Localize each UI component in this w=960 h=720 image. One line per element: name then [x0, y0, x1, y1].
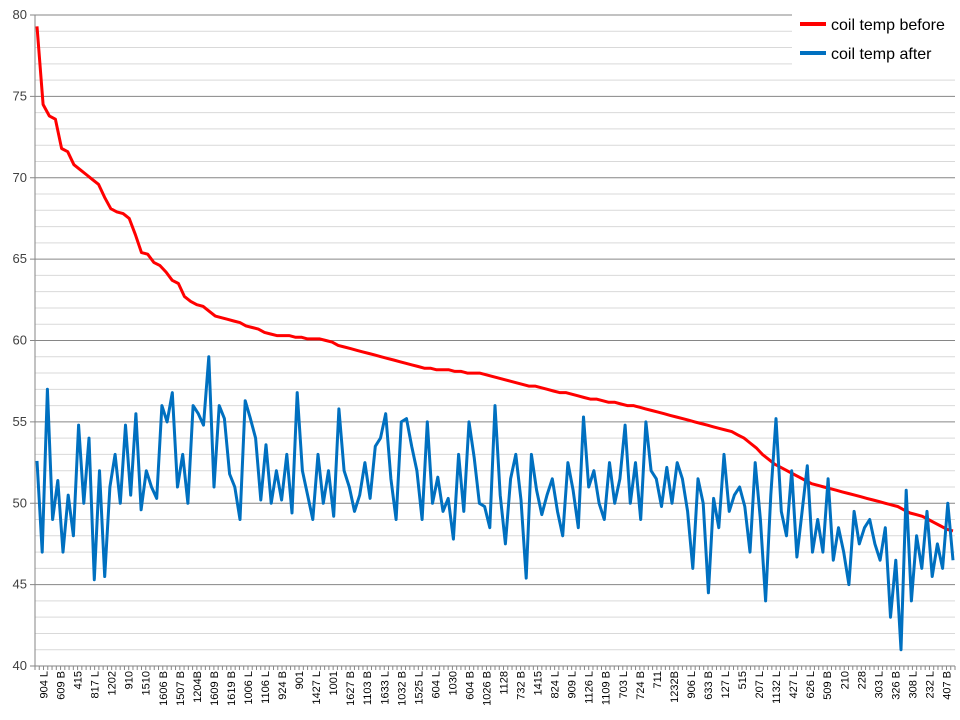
- x-tick-label: 626 L: [805, 671, 817, 699]
- x-tick-label: 1030: [447, 671, 459, 695]
- x-tick-label: 904 L: [39, 671, 51, 699]
- x-tick-label: 1026 B: [481, 671, 493, 706]
- x-tick-label: 1032 B: [396, 671, 408, 706]
- y-tick-label: 55: [13, 414, 27, 429]
- y-tick-label: 45: [13, 577, 27, 592]
- x-tick-label: 924 B: [277, 671, 289, 700]
- x-tick-label: 1232B: [669, 671, 681, 703]
- series-line-coil-temp-after: [35, 355, 955, 652]
- legend-label-coil-temp-after: coil temp after: [831, 46, 932, 63]
- x-tick-label: 1609 B: [209, 671, 221, 706]
- y-tick-label: 75: [13, 88, 27, 103]
- x-tick-label: 326 B: [890, 671, 902, 700]
- series-lines: [35, 26, 955, 652]
- x-tick-label: 1606 B: [158, 671, 170, 706]
- x-tick-label: 1109 B: [601, 671, 613, 705]
- x-tick-label: 515: [737, 671, 749, 689]
- x-tick-label: 1001: [328, 671, 340, 695]
- x-tick-label: 407 B: [941, 671, 953, 700]
- x-tick-label: 207 L: [754, 671, 766, 699]
- legend-background: [792, 8, 960, 66]
- x-axis-tick-labels: 904 L 609 B 415 817 L 1202 910 1510 1606 B 1507 …: [34, 666, 956, 706]
- x-tick-label: 633 B: [703, 671, 715, 700]
- x-tick-label: 1633 L: [379, 671, 391, 705]
- x-tick-label: 1627 B: [345, 671, 357, 706]
- x-tick-label: 604 B: [464, 671, 476, 700]
- x-tick-label: 1126 L: [584, 671, 596, 704]
- x-tick-label: 1106 L: [260, 671, 272, 704]
- x-tick-label: 1128: [499, 671, 511, 695]
- x-tick-label: 509 B: [822, 671, 834, 700]
- x-tick-label: 703 L: [618, 671, 630, 699]
- x-tick-label: 1510: [141, 671, 153, 695]
- x-tick-label: 232 L: [924, 671, 936, 699]
- x-tick-label: 901: [294, 671, 306, 689]
- y-tick-label: 65: [13, 251, 27, 266]
- y-tick-label: 50: [13, 495, 27, 510]
- y-tick-label: 80: [13, 7, 27, 22]
- x-tick-label: 1202: [107, 671, 119, 695]
- x-tick-label: 1507 B: [175, 671, 187, 706]
- y-tick-label: 40: [13, 658, 27, 673]
- x-tick-label: 724 B: [635, 671, 647, 700]
- x-tick-label: 909 L: [567, 671, 579, 699]
- x-tick-label: 303 L: [873, 671, 885, 699]
- y-axis-tick-labels: 40 45 50 55 60 65 70 75 80: [13, 7, 35, 673]
- legend: coil temp before coil temp after: [792, 8, 960, 66]
- x-tick-label: 210: [839, 671, 851, 689]
- x-tick-label: 711: [652, 671, 664, 689]
- x-tick-label: 824 L: [550, 671, 562, 699]
- x-tick-label: 415: [73, 671, 85, 689]
- x-tick-label: 817 L: [90, 671, 102, 699]
- series-line-coil-temp-before: [35, 26, 954, 533]
- x-tick-label: 1427 L: [311, 671, 323, 705]
- x-tick-label: 1103 B: [362, 671, 374, 705]
- legend-label-coil-temp-before: coil temp before: [831, 17, 945, 34]
- x-tick-label: 604 L: [430, 671, 442, 699]
- y-tick-label: 70: [13, 170, 27, 185]
- x-tick-label: 308 L: [907, 671, 919, 699]
- x-tick-label: 1619 B: [226, 671, 238, 706]
- x-tick-label: 1132 L: [771, 671, 783, 704]
- x-tick-label: 1415: [533, 671, 545, 695]
- x-tick-label: 228: [856, 671, 868, 689]
- x-tick-label: 1525 L: [413, 671, 425, 705]
- x-tick-label: 427 L: [788, 671, 800, 699]
- major-gridlines: [35, 14, 955, 586]
- x-tick-label: 910: [124, 671, 136, 689]
- x-tick-label: 127 L: [720, 671, 732, 699]
- x-tick-label: 1006 L: [243, 671, 255, 705]
- x-tick-label: 1204B: [192, 671, 204, 703]
- y-tick-label: 60: [13, 333, 27, 348]
- x-tick-label: 609 B: [56, 671, 68, 700]
- x-tick-label: 906 L: [686, 671, 698, 699]
- x-tick-label: 732 B: [516, 671, 528, 700]
